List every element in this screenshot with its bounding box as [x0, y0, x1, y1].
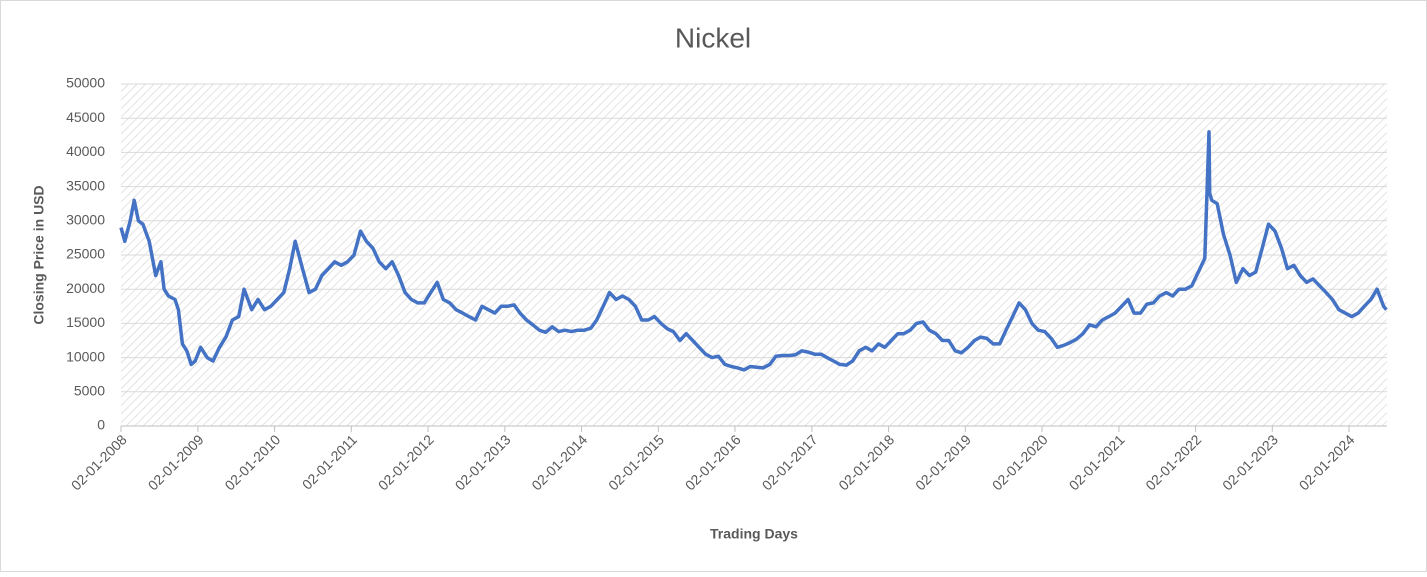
y-tick-label: 15000 — [66, 314, 105, 330]
y-axis-title: Closing Price in USD — [31, 185, 47, 324]
y-tick-label: 40000 — [66, 143, 105, 159]
y-tick-label: 10000 — [66, 348, 105, 364]
y-tick-label: 50000 — [66, 75, 105, 91]
y-tick-label: 5000 — [74, 383, 105, 399]
y-tick-label: 35000 — [66, 177, 105, 193]
y-tick-label: 45000 — [66, 109, 105, 125]
chart-title: Nickel — [675, 22, 751, 53]
x-axis-title: Trading Days — [710, 526, 798, 542]
y-tick-label: 20000 — [66, 280, 105, 296]
y-tick-label: 25000 — [66, 246, 105, 262]
y-tick-label: 0 — [97, 417, 105, 433]
price-line — [119, 130, 1388, 372]
y-tick-label: 30000 — [66, 212, 105, 228]
